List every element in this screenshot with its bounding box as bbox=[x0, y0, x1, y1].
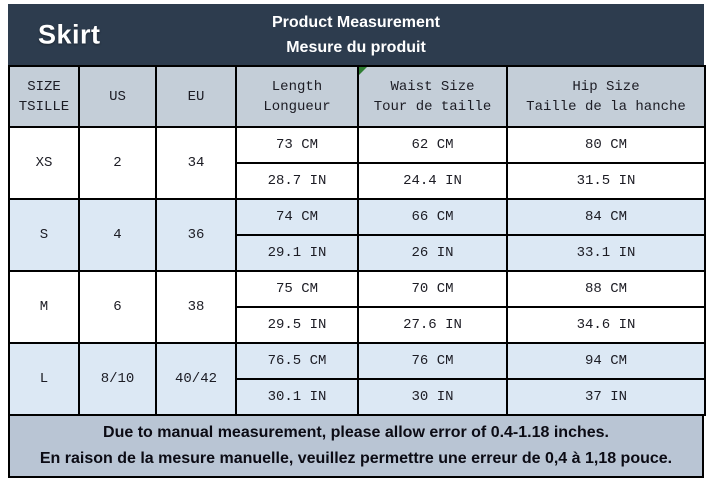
us-cell: 2 bbox=[78, 126, 157, 200]
table-row-l-cm: L 8/10 40/42 76.5 CM 76 CM 94 CM bbox=[8, 342, 706, 416]
us-cell: 8/10 bbox=[78, 342, 157, 416]
us-cell: 4 bbox=[78, 198, 157, 272]
column-header-hip: Hip Size Taille de la hanche bbox=[506, 65, 706, 128]
table-header-row: SIZE TSILLE US EU Length Longueur Waist … bbox=[8, 65, 706, 128]
column-header-us: US bbox=[78, 65, 157, 128]
column-header-size-fr: TSILLE bbox=[18, 98, 70, 115]
column-header-eu: EU bbox=[155, 65, 237, 128]
brand-label: Skirt bbox=[38, 19, 101, 49]
hip-cm-cell: 84 CM bbox=[506, 198, 706, 236]
column-header-hip-en: Hip Size bbox=[572, 78, 640, 95]
eu-cell: 40/42 bbox=[155, 342, 237, 416]
table-row-s-cm: S 4 36 74 CM 66 CM 84 CM bbox=[8, 198, 706, 272]
table-row-l-in: 30.1 IN 30 IN 37 IN bbox=[9, 378, 706, 416]
waist-cm-cell: 66 CM bbox=[357, 198, 508, 236]
table-row-s-in: 29.1 IN 26 IN 33.1 IN bbox=[9, 234, 706, 272]
column-header-waist-fr: Tour de taille bbox=[373, 98, 492, 115]
hip-in-cell: 37 IN bbox=[506, 378, 706, 416]
waist-in-cell: 27.6 IN bbox=[357, 306, 508, 344]
disclaimer-line-en: Due to manual measurement, please allow … bbox=[103, 424, 609, 441]
hip-in-cell: 31.5 IN bbox=[506, 162, 706, 200]
table-row-xs-in: 28.7 IN 24.4 IN 31.5 IN bbox=[9, 162, 706, 200]
size-cell: S bbox=[8, 198, 80, 272]
hip-in-cell: 34.6 IN bbox=[506, 306, 706, 344]
table-row-m-cm: M 6 38 75 CM 70 CM 88 CM bbox=[8, 270, 706, 344]
waist-cm-cell: 76 CM bbox=[357, 342, 508, 380]
length-in-cell: 28.7 IN bbox=[235, 162, 359, 200]
page-title-fr: Mesure du produit bbox=[286, 38, 426, 56]
hip-cm-cell: 88 CM bbox=[506, 270, 706, 308]
column-header-waist-en: Waist Size bbox=[390, 78, 475, 95]
hip-in-cell: 33.1 IN bbox=[506, 234, 706, 272]
hip-cm-cell: 94 CM bbox=[506, 342, 706, 380]
length-cm-cell: 73 CM bbox=[235, 126, 359, 164]
length-in-cell: 30.1 IN bbox=[235, 378, 359, 416]
measurement-table: SIZE TSILLE US EU Length Longueur Waist … bbox=[8, 65, 706, 416]
column-header-waist: Waist Size Tour de taille bbox=[357, 65, 508, 128]
hip-cm-cell: 80 CM bbox=[506, 126, 706, 164]
column-header-size: SIZE TSILLE bbox=[8, 65, 80, 128]
length-cm-cell: 74 CM bbox=[235, 198, 359, 236]
column-header-length-en: Length bbox=[271, 78, 323, 95]
cell-comment-marker bbox=[359, 67, 367, 75]
waist-cm-cell: 62 CM bbox=[357, 126, 508, 164]
waist-in-cell: 30 IN bbox=[357, 378, 508, 416]
length-cm-cell: 75 CM bbox=[235, 270, 359, 308]
us-cell: 6 bbox=[78, 270, 157, 344]
size-cell: XS bbox=[8, 126, 80, 200]
table-row-xs-cm: XS 2 34 73 CM 62 CM 80 CM bbox=[8, 126, 706, 200]
column-header-length: Length Longueur bbox=[235, 65, 359, 128]
header-band: Skirt Product Measurement Mesure du prod… bbox=[8, 4, 704, 65]
eu-cell: 38 bbox=[155, 270, 237, 344]
waist-in-cell: 24.4 IN bbox=[357, 162, 508, 200]
length-in-cell: 29.5 IN bbox=[235, 306, 359, 344]
size-cell: L bbox=[8, 342, 80, 416]
length-cm-cell: 76.5 CM bbox=[235, 342, 359, 380]
column-header-size-en: SIZE bbox=[27, 78, 61, 95]
column-header-hip-fr: Taille de la hanche bbox=[526, 98, 686, 115]
column-header-length-fr: Longueur bbox=[263, 98, 331, 115]
size-cell: M bbox=[8, 270, 80, 344]
disclaimer-band: Due to manual measurement, please allow … bbox=[8, 416, 704, 478]
table-row-m-in: 29.5 IN 27.6 IN 34.6 IN bbox=[9, 306, 706, 344]
length-in-cell: 29.1 IN bbox=[235, 234, 359, 272]
eu-cell: 36 bbox=[155, 198, 237, 272]
waist-cm-cell: 70 CM bbox=[357, 270, 508, 308]
waist-in-cell: 26 IN bbox=[357, 234, 508, 272]
eu-cell: 34 bbox=[155, 126, 237, 200]
page-title: Product Measurement Mesure du produit bbox=[8, 10, 704, 60]
disclaimer-line-fr: En raison de la mesure manuelle, veuille… bbox=[39, 450, 673, 467]
page-title-en: Product Measurement bbox=[271, 13, 441, 31]
